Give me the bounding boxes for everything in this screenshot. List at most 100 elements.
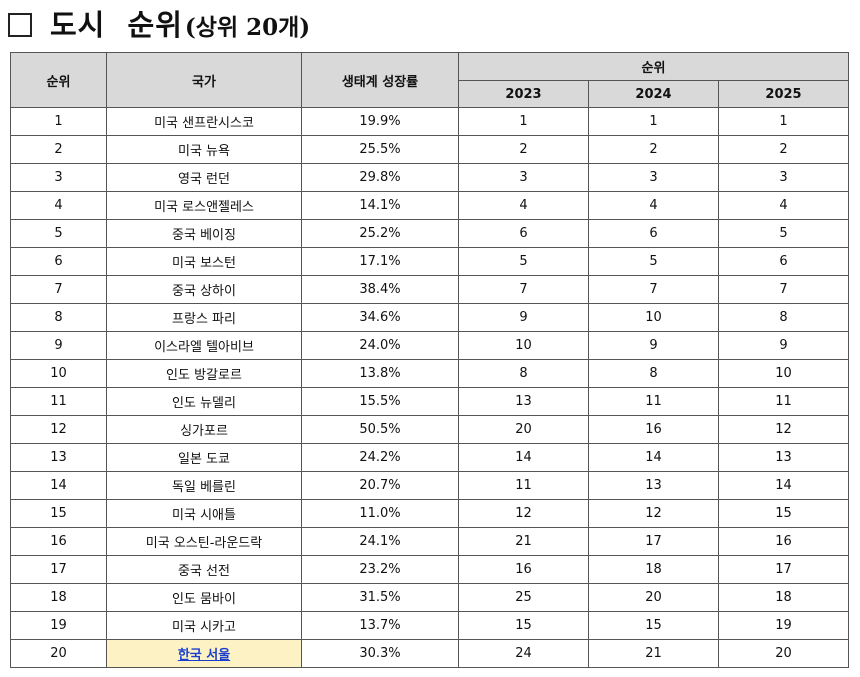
city-cell: 미국 시카고 [106, 611, 302, 640]
city-cell: 인도 방갈로르 [106, 359, 302, 388]
rank-cell: 10 [10, 359, 107, 388]
table-row: 6 미국 보스턴 17.1% 5 5 6 [10, 247, 850, 276]
rank-2024-cell: 21 [588, 639, 719, 668]
rank-2025-cell: 20 [717, 639, 850, 668]
rank-2023-cell: 2 [458, 135, 589, 164]
rank-2025-cell: 8 [717, 303, 850, 332]
rank-cell: 9 [10, 331, 107, 360]
rank-2025-cell: 9 [717, 331, 850, 360]
rank-2024-cell: 11 [588, 387, 719, 416]
rank-2024-cell: 5 [588, 247, 719, 276]
year-header-2025: 2025 [717, 80, 850, 108]
city-link[interactable]: 한국 서울 [177, 648, 231, 663]
rank-2024-cell: 3 [588, 163, 719, 192]
city-cell: 일본 도쿄 [106, 443, 302, 472]
table-row: 17 중국 선전 23.2% 16 18 17 [10, 555, 850, 584]
rank-cell: 18 [10, 583, 107, 612]
growth-cell: 15.5% [301, 387, 459, 416]
growth-header: 생태계 성장률 [301, 52, 459, 108]
table-row: 13 일본 도쿄 24.2% 14 14 13 [10, 443, 850, 472]
rank-2025-cell: 14 [717, 471, 850, 500]
rank-cell: 1 [10, 107, 107, 136]
city-cell: 미국 오스틴-라운드락 [106, 527, 302, 556]
rank-2024-cell: 12 [588, 499, 719, 528]
rank-cell: 17 [10, 555, 107, 584]
rank-2025-cell: 18 [717, 583, 850, 612]
city-cell: 미국 샌프란시스코 [106, 107, 302, 136]
city-cell: 이스라엘 텔아비브 [106, 331, 302, 360]
rank-2024-cell: 10 [588, 303, 719, 332]
city-ranking-table: 순위 국가 생태계 성장률 순위 2023 2024 2025 1 미국 샌프란시… [10, 52, 850, 668]
page-subtitle: (상위 20개) [184, 14, 311, 41]
city-cell: 인도 뉴델리 [106, 387, 302, 416]
rank-2024-cell: 6 [588, 219, 719, 248]
rank-2024-cell: 14 [588, 443, 719, 472]
growth-cell: 50.5% [301, 415, 459, 444]
rank-2025-cell: 2 [717, 135, 850, 164]
growth-cell: 25.2% [301, 219, 459, 248]
city-cell: 프랑스 파리 [106, 303, 302, 332]
rank-2024-cell: 4 [588, 191, 719, 220]
table-row: 2 미국 뉴욕 25.5% 2 2 2 [10, 135, 850, 164]
rank-2023-cell: 6 [458, 219, 589, 248]
rank-2023-cell: 12 [458, 499, 589, 528]
rank-2023-cell: 1 [458, 107, 589, 136]
growth-cell: 20.7% [301, 471, 459, 500]
rank-header: 순위 [10, 52, 107, 108]
rank-2023-cell: 25 [458, 583, 589, 612]
growth-cell: 24.1% [301, 527, 459, 556]
rank-2025-cell: 17 [717, 555, 850, 584]
table-row: 12 싱가포르 50.5% 20 16 12 [10, 415, 850, 444]
growth-cell: 30.3% [301, 639, 459, 668]
rank-2023-cell: 21 [458, 527, 589, 556]
rank-2023-cell: 8 [458, 359, 589, 388]
city-cell: 중국 선전 [106, 555, 302, 584]
rank-cell: 12 [10, 415, 107, 444]
rank-2023-cell: 7 [458, 275, 589, 304]
table-row: 11 인도 뉴델리 15.5% 13 11 11 [10, 387, 850, 416]
rank-2023-cell: 3 [458, 163, 589, 192]
growth-cell: 14.1% [301, 191, 459, 220]
growth-cell: 23.2% [301, 555, 459, 584]
city-cell: 한국 서울 [106, 639, 302, 668]
rank-2025-cell: 13 [717, 443, 850, 472]
rank-cell: 13 [10, 443, 107, 472]
checkbox-icon[interactable] [8, 13, 32, 37]
rank-2025-cell: 7 [717, 275, 850, 304]
rank-cell: 7 [10, 275, 107, 304]
rank-2025-cell: 12 [717, 415, 850, 444]
city-cell: 싱가포르 [106, 415, 302, 444]
rank-2025-cell: 3 [717, 163, 850, 192]
rank-2025-cell: 11 [717, 387, 850, 416]
rank-2023-cell: 10 [458, 331, 589, 360]
rank-cell: 11 [10, 387, 107, 416]
rank-2024-cell: 13 [588, 471, 719, 500]
growth-cell: 11.0% [301, 499, 459, 528]
table-row: 5 중국 베이징 25.2% 6 6 5 [10, 219, 850, 248]
rank-2025-cell: 16 [717, 527, 850, 556]
city-cell: 영국 런던 [106, 163, 302, 192]
table-row: 7 중국 상하이 38.4% 7 7 7 [10, 275, 850, 304]
table-row: 16 미국 오스틴-라운드락 24.1% 21 17 16 [10, 527, 850, 556]
table-row: 19 미국 시카고 13.7% 15 15 19 [10, 611, 850, 640]
rank-2023-cell: 13 [458, 387, 589, 416]
year-header-2024: 2024 [588, 80, 719, 108]
rank-cell: 6 [10, 247, 107, 276]
year-header-2023: 2023 [458, 80, 589, 108]
city-cell: 미국 로스앤젤레스 [106, 191, 302, 220]
table-row: 3 영국 런던 29.8% 3 3 3 [10, 163, 850, 192]
rank-2023-cell: 20 [458, 415, 589, 444]
growth-cell: 38.4% [301, 275, 459, 304]
growth-cell: 13.8% [301, 359, 459, 388]
rank-cell: 5 [10, 219, 107, 248]
table-row: 18 인도 뭄바이 31.5% 25 20 18 [10, 583, 850, 612]
rank-2024-cell: 16 [588, 415, 719, 444]
rank-2023-cell: 14 [458, 443, 589, 472]
rank-cell: 20 [10, 639, 107, 668]
year-header-row: 2023 2024 2025 [11, 80, 850, 108]
table-row: 8 프랑스 파리 34.6% 9 10 8 [10, 303, 850, 332]
rank-2023-cell: 9 [458, 303, 589, 332]
city-header: 국가 [106, 52, 302, 108]
table-row: 14 독일 베를린 20.7% 11 13 14 [10, 471, 850, 500]
rank-2025-cell: 6 [717, 247, 850, 276]
